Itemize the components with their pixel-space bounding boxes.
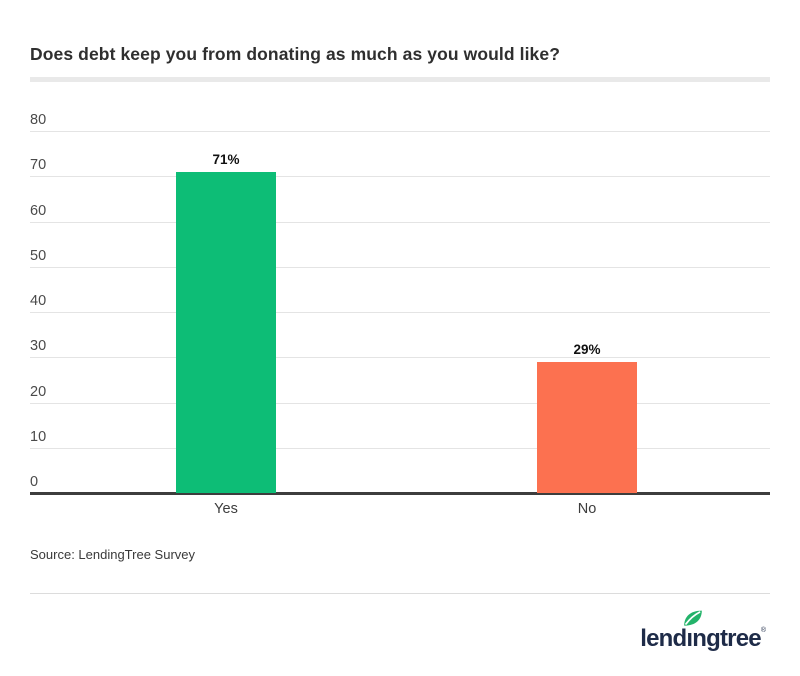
source-note: Source: LendingTree Survey — [30, 547, 196, 562]
gridline — [30, 312, 770, 313]
gridline — [30, 357, 770, 359]
gridline — [30, 402, 770, 404]
x-axis-baseline — [30, 492, 770, 495]
category-label: No — [577, 501, 597, 517]
bar-chart: 0 10 20 30 40 50 60 70 80 71% Yes 29% No — [30, 112, 770, 517]
gridline — [30, 131, 770, 132]
gridline — [30, 221, 770, 223]
logo-text-i: ı — [686, 625, 693, 652]
bar-value-label: 71% — [212, 151, 240, 167]
y-axis-tick-label: 80 — [30, 112, 47, 128]
y-axis-tick-label: 60 — [30, 202, 47, 219]
bar-value-label: 29% — [573, 341, 601, 357]
title-divider — [30, 77, 770, 82]
bar-yes — [176, 171, 276, 493]
gridline — [30, 176, 770, 178]
gridline — [30, 447, 770, 449]
y-axis-tick-label: 0 — [30, 474, 39, 490]
y-axis-tick-label: 10 — [30, 428, 47, 445]
footer-divider — [30, 593, 770, 594]
gridline — [30, 266, 770, 268]
lendingtree-logo: lendı ngtree® — [640, 610, 766, 653]
logo-text-pre: lend — [640, 625, 687, 652]
chart-title: Does debt keep you from donating as much… — [30, 44, 561, 64]
category-label: Yes — [214, 501, 238, 517]
y-axis-tick-label: 20 — [30, 383, 47, 400]
y-axis-tick-label: 70 — [30, 157, 47, 174]
y-axis-tick-label: 40 — [30, 293, 47, 309]
logo-text-post: ngtree — [692, 625, 761, 652]
y-axis-tick-label: 50 — [30, 247, 47, 264]
y-axis-tick-label: 30 — [30, 338, 47, 355]
bar-no — [537, 361, 637, 493]
leaf-icon — [684, 610, 703, 626]
registered-mark: ® — [760, 627, 766, 634]
